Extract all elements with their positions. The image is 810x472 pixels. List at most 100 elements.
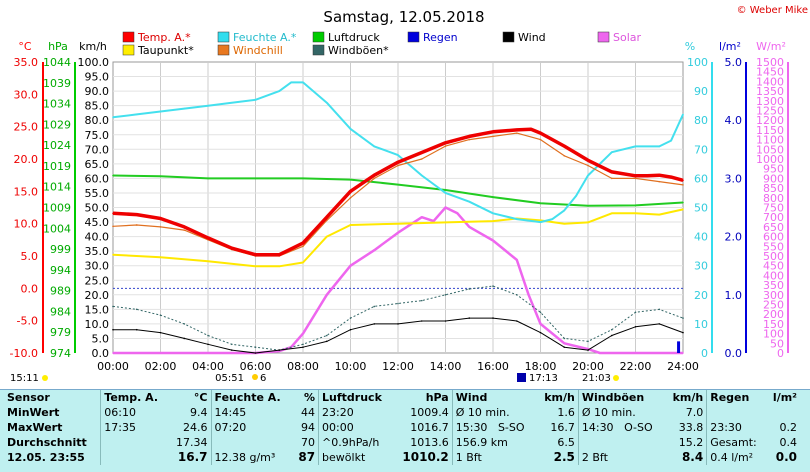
data-point <box>634 145 637 148</box>
x-tick-label: 22:00 <box>620 360 652 373</box>
avg-press-note: ^0.9hPa/h <box>318 435 393 450</box>
data-point <box>135 213 138 216</box>
data-point <box>492 220 494 222</box>
max-wind-time: 15:30 S-SO <box>451 420 537 435</box>
data-point <box>207 177 209 180</box>
data-point <box>207 343 209 346</box>
x-tick-label: 18:00 <box>525 360 557 373</box>
data-point <box>278 349 281 351</box>
legend-label: Windchill <box>233 44 283 57</box>
data-point <box>634 311 637 314</box>
data-point <box>420 151 423 154</box>
moon-icon <box>252 374 258 380</box>
data-point <box>682 184 684 186</box>
solar-tick-label: 1150 <box>756 124 784 137</box>
avg-rain-label: Gesamt: <box>706 435 767 450</box>
data-point <box>444 142 447 144</box>
avg-label: Durchschnitt <box>7 436 87 449</box>
solar-tick-label: 650 <box>763 221 784 234</box>
pressure-tick-label: 1009 <box>43 202 71 215</box>
x-tick-label: 06:00 <box>240 360 272 373</box>
data-point <box>658 180 661 183</box>
avg-rain: 0.4 <box>779 436 798 449</box>
data-point <box>302 177 304 180</box>
data-point <box>530 128 532 131</box>
humidity-tick-label: 100 <box>687 56 708 69</box>
data-point <box>397 183 399 186</box>
data-point <box>183 229 186 231</box>
data-point <box>159 314 162 316</box>
solar-tick-label: 1100 <box>756 134 784 147</box>
data-point <box>254 346 257 348</box>
solar-tick-label: 900 <box>763 172 784 185</box>
legend-label: Luftdruck <box>328 31 380 44</box>
data-point <box>159 110 162 113</box>
data-point <box>373 145 376 148</box>
data-point <box>575 195 577 197</box>
max-wind: 16.7 <box>550 421 575 434</box>
data-point <box>444 192 447 194</box>
data-point <box>468 200 471 203</box>
solar-tick-label: 200 <box>763 308 784 321</box>
solar-tick-label: 50 <box>770 337 784 350</box>
now-wind: 2.5 <box>553 450 575 464</box>
data-point <box>325 334 328 337</box>
avg-gust: 15.2 <box>678 436 704 449</box>
now-temp: 16.7 <box>177 450 208 464</box>
data-point <box>539 331 542 334</box>
x-tick-label: 10:00 <box>335 360 367 373</box>
data-point <box>658 308 661 311</box>
data-point <box>563 145 566 147</box>
data-point <box>397 161 399 164</box>
data-point <box>230 349 233 351</box>
data-point <box>207 334 209 337</box>
legend: Temp. A.* Feuchte A.* Luftdruck Regen Wind So… <box>122 31 642 57</box>
max-rain: 0.2 <box>779 421 798 434</box>
solar-tick-label: 350 <box>763 279 784 292</box>
solar-tick-label: 700 <box>763 211 784 224</box>
solar-tick-label: 1500 <box>756 56 784 69</box>
data-point <box>254 253 257 256</box>
data-point <box>397 231 399 234</box>
data-point <box>539 323 542 325</box>
data-point <box>373 323 376 325</box>
data-point <box>682 352 684 354</box>
data-point <box>515 129 518 131</box>
temp-tick-label: 25.0 <box>14 121 39 134</box>
series-layer <box>112 81 684 355</box>
data-point <box>587 164 589 167</box>
data-point <box>397 154 399 156</box>
data-point <box>325 294 328 296</box>
solar-tick-label: 400 <box>763 269 784 282</box>
stats-table: Sensor Temp. A. °C Feuchte A. % Luftdruc… <box>4 390 800 465</box>
data-point <box>610 151 613 154</box>
data-point <box>207 237 209 239</box>
data-point <box>468 135 471 138</box>
data-point <box>444 320 447 322</box>
series-solar <box>113 206 683 355</box>
wind-tick-label: 35.0 <box>85 245 110 258</box>
data-point <box>349 190 352 193</box>
data-point <box>444 206 447 209</box>
data-point <box>539 202 542 205</box>
data-point <box>349 128 352 130</box>
hdr-wind-unit: km/h <box>544 391 575 404</box>
min-rain-label <box>706 405 767 420</box>
data-point <box>420 158 423 160</box>
data-point <box>492 196 494 198</box>
data-point <box>135 113 138 116</box>
humidity-unit-label: % <box>685 40 695 53</box>
wind-tick-label: 5.0 <box>92 332 110 345</box>
data-point <box>159 217 162 220</box>
data-point <box>278 90 281 92</box>
max-temp-time: 17:35 <box>100 420 169 435</box>
stats-min-row: MinWert 06:10 9.4 14:45 44 23:20 1009.4 … <box>4 405 800 420</box>
rain-unit-label: l/m² <box>719 40 741 53</box>
now-rain-note: 0.4 l/m² <box>706 450 767 465</box>
data-point <box>349 328 352 331</box>
data-point <box>349 317 352 319</box>
data-point <box>135 328 138 331</box>
x-tick-label: 02:00 <box>145 360 177 373</box>
min-gust: 7.0 <box>685 406 704 419</box>
data-point <box>468 288 471 290</box>
